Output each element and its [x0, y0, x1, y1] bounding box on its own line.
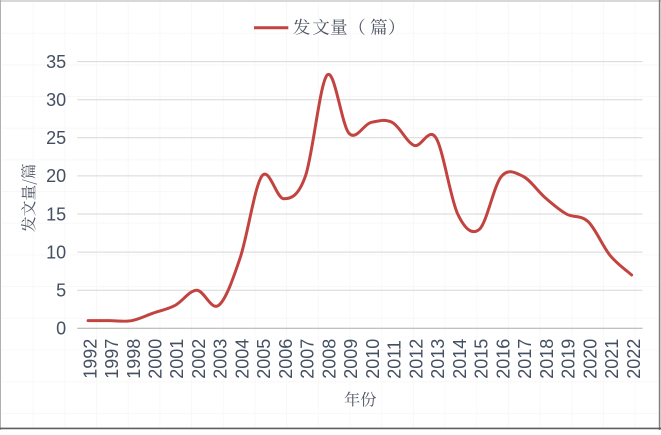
svg-text:2014: 2014: [450, 339, 470, 379]
svg-text:2008: 2008: [319, 339, 339, 379]
svg-text:30: 30: [46, 90, 66, 110]
svg-text:2000: 2000: [146, 339, 166, 379]
svg-text:2016: 2016: [493, 339, 513, 379]
svg-text:2015: 2015: [472, 339, 492, 379]
svg-text:2010: 2010: [363, 339, 383, 379]
svg-text:2001: 2001: [167, 339, 187, 379]
svg-text:5: 5: [56, 281, 66, 301]
svg-text:2020: 2020: [580, 339, 600, 379]
svg-text:2007: 2007: [298, 339, 318, 379]
svg-text:2011: 2011: [385, 340, 405, 379]
svg-text:2006: 2006: [276, 339, 296, 379]
svg-text:2013: 2013: [428, 339, 448, 379]
svg-text:2018: 2018: [537, 339, 557, 379]
svg-text:1997: 1997: [102, 339, 122, 379]
svg-text:2003: 2003: [211, 339, 231, 379]
svg-text:2021: 2021: [602, 339, 622, 379]
svg-text:2005: 2005: [254, 339, 274, 379]
svg-text:15: 15: [46, 204, 66, 224]
svg-text:2009: 2009: [341, 339, 361, 379]
svg-text:2004: 2004: [232, 339, 252, 379]
svg-text:20: 20: [46, 166, 66, 186]
svg-text:25: 25: [46, 128, 66, 148]
svg-text:1992: 1992: [80, 339, 100, 379]
svg-text:2019: 2019: [559, 339, 579, 379]
svg-text:2022: 2022: [624, 339, 644, 379]
svg-text:2002: 2002: [189, 339, 209, 379]
svg-text:35: 35: [46, 52, 66, 72]
svg-text:10: 10: [46, 242, 66, 262]
svg-text:1998: 1998: [124, 339, 144, 379]
svg-text:2017: 2017: [515, 339, 535, 379]
svg-text:2012: 2012: [406, 339, 426, 379]
svg-text:0: 0: [56, 319, 66, 339]
